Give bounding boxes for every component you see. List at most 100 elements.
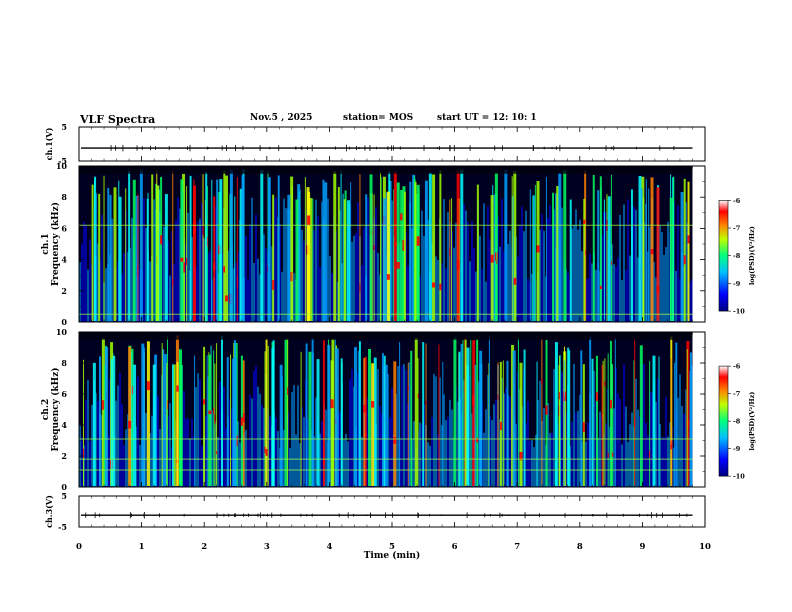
ch1-spectrogram-noise-column: [675, 270, 677, 322]
ch1-spectrogram-noise-column: [605, 211, 607, 322]
ch2-spectrogram-sferic-burst: [541, 339, 543, 486]
ch1-spectrogram-noise-column: [615, 266, 617, 322]
ch2-spectrogram-sferic-burst: [371, 363, 375, 486]
ch2-spectrogram-sferic-burst: [305, 343, 308, 486]
ch2-spectrogram-noise-column: [657, 378, 659, 487]
ch1-spectrogram-sferic-burst: [432, 174, 436, 321]
ch3-waveform-ytick-label: 5: [61, 491, 67, 501]
ch1-spectrogram-sferic-burst: [603, 199, 605, 321]
ch2-spectrogram-sferic-burst: [161, 343, 163, 486]
ch1-spectrogram-hot-spot: [373, 245, 375, 250]
ch1-spectrogram-sferic-burst: [428, 172, 432, 321]
ch2-spectrogram-sferic-burst: [686, 349, 688, 486]
ch2-spectrogram-noise-column: [345, 433, 347, 487]
ch2-spectrogram-hot-spot: [607, 452, 609, 458]
ch2-spectrogram-noise-column: [549, 433, 551, 487]
ch2-spectrogram-noise-column: [195, 387, 197, 487]
ch2-spectrogram-hot-spot: [208, 410, 212, 415]
ch2-spectrogram-sferic-burst: [103, 365, 105, 486]
ch1-spectrogram-sferic-burst: [322, 179, 325, 321]
ch2-spectrogram-noise-column: [551, 432, 553, 487]
ch2-spectrogram-hot-spot: [101, 400, 105, 410]
ch1-spectrogram-sferic-burst: [96, 193, 98, 321]
ch2-spectrogram-sferic-burst: [442, 361, 444, 486]
ch2-spectrogram-noise-column: [585, 441, 587, 487]
ch1-spectrogram-sferic-burst: [496, 193, 498, 321]
ch2-spectrogram-sferic-burst: [611, 364, 614, 486]
ch1-spectrogram-noise-column: [235, 262, 237, 322]
ch2-spectrogram-hot-spot: [670, 444, 672, 450]
ch2-spectrogram-sferic-burst: [472, 340, 476, 486]
ch1-spectrogram-hot-spot: [202, 225, 204, 236]
ch1-spectrogram-sferic-burst: [638, 175, 642, 321]
ch1-spectrogram-noise-column: [679, 278, 681, 322]
ch2-spectrogram-noise-column: [439, 377, 441, 487]
ch2-spectrogram-noise-column: [351, 368, 353, 487]
ch2-spectrogram-noise-column: [621, 444, 623, 487]
ch1-spectrogram-sferic-burst: [291, 186, 293, 321]
ch1-spectrogram-sferic-burst: [369, 174, 373, 321]
ch2-spectrogram-sferic-burst: [334, 337, 336, 486]
ch2-spectrogram-noise-column: [401, 365, 403, 487]
ch1-waveform-frame: [78, 126, 706, 162]
ch2-spectrogram-noise-column: [673, 447, 675, 487]
ch2-spectrogram-noise-column: [263, 408, 265, 487]
ch1-spectrogram-sferic-burst: [513, 170, 517, 321]
ch2-spectrogram-sferic-burst: [216, 343, 218, 486]
ch2-spectrogram-noise-column: [561, 372, 563, 487]
ch1-spectrogram-sferic-burst: [640, 188, 643, 321]
ch2-spectrogram-sferic-burst: [384, 364, 388, 486]
ch2-spectrogram-sferic-burst: [602, 360, 604, 486]
ch2-spectrogram-sferic-burst: [368, 348, 372, 486]
ch1-spectrogram-sferic-burst: [234, 196, 236, 321]
ch1-spectrogram-sferic-burst: [304, 177, 306, 321]
ch1-spectrogram-noise-column: [525, 210, 527, 322]
ch2-spectrogram-noise-column: [529, 440, 531, 487]
ch2-spectrogram-hot-spot: [686, 419, 690, 427]
ch2-spectrogram-noise-column: [475, 426, 477, 487]
ch2-spectrogram-noise-column: [685, 389, 687, 487]
ch1-spectrogram-sferic-burst: [277, 175, 280, 321]
ch1-spectrogram-noise-column: [93, 206, 95, 322]
ch1-spectrogram-sferic-burst: [648, 188, 650, 321]
ch1-spectrogram-noise-column: [427, 219, 429, 322]
ch2-spectrogram-noise-column: [533, 447, 535, 487]
ch1-spectrogram-noise-column: [363, 228, 365, 322]
ch2-spectrogram-sferic-burst: [284, 339, 288, 486]
xtick-label: 1: [139, 542, 145, 552]
ch2-spectrogram-sferic-burst: [502, 360, 504, 486]
ch2-spectrogram-hot-spot: [371, 400, 375, 408]
ch2-spectrogram-sferic-burst: [462, 340, 464, 486]
ch2-spectrogram-noise-column: [95, 393, 97, 487]
ch2-spectrogram-sferic-burst: [232, 358, 235, 486]
ch1-spectrogram-noise-column: [97, 243, 99, 322]
ch1-spectrogram-noise-column: [123, 253, 125, 322]
ch1-spectrogram-sferic-burst: [607, 196, 611, 321]
ch2-spectrogram-noise-column: [485, 409, 487, 487]
ch1-spectrogram-sferic-burst: [109, 194, 112, 321]
ch1-spectrogram-sferic-burst: [103, 175, 105, 321]
xtick-label: 0: [76, 542, 82, 552]
ch2-spectrogram-noise-column: [503, 393, 505, 487]
ch2-spectrogram-sferic-burst: [410, 350, 413, 486]
ch1-spectrogram-sferic-burst: [393, 189, 395, 321]
ch2-spectrogram-sferic-burst: [203, 346, 206, 486]
ch2-spectrogram-sferic-burst: [327, 344, 331, 486]
ch3-waveform-ylabel: ch.3(V): [44, 495, 54, 528]
ch1-spectrogram-sferic-burst: [630, 189, 633, 321]
ch1-spectrogram-noise-column: [421, 210, 423, 322]
ch2-spectrogram-noise-column: [149, 432, 151, 487]
ch1-spectrogram-noise-column: [453, 247, 455, 322]
ch2-spectrogram-sferic-burst: [194, 355, 196, 486]
ch1-spectrogram-hot-spot: [683, 255, 686, 265]
date-label: Nov.5 , 2025: [250, 113, 313, 123]
ch1-spectrogram-top-strip: [79, 166, 693, 174]
ch2-spectrogram-sferic-burst: [689, 352, 692, 486]
ch1-spectrogram-noise-column: [375, 207, 377, 322]
ch2-spectrogram-noise-column: [691, 365, 693, 487]
panels-layer: [79, 166, 705, 487]
ch2-spectrogram-noise-column: [457, 401, 459, 487]
ch1-spectrogram-sferic-burst: [206, 185, 208, 321]
ch1-spectrogram-noise-column: [423, 235, 425, 322]
ch2-spectrogram-sferic-burst: [595, 355, 598, 486]
